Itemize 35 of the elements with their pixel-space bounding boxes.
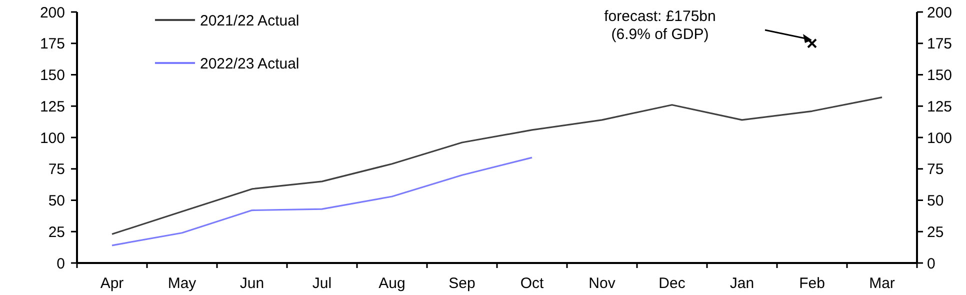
- y-tick-label: 175: [40, 36, 65, 53]
- y-tick-label: 200: [40, 4, 65, 22]
- y-tick-label: 150: [40, 67, 65, 84]
- annotation: forecast: £175bn (6.9% of GDP): [604, 8, 716, 43]
- line-series: [111, 96, 883, 235]
- legend-label: 2021/22 Actual: [200, 12, 300, 30]
- x-tick-label: Aug: [378, 275, 406, 292]
- y-tick-label: 25: [48, 224, 65, 241]
- x-tick-label: Mar: [869, 275, 895, 292]
- y-tick-label: 100: [40, 130, 65, 147]
- x-tick-label: Feb: [799, 275, 825, 292]
- y2-tick-label: 150: [927, 67, 952, 84]
- x-tick-label: Dec: [658, 275, 686, 292]
- x-tick-label: Sep: [448, 275, 476, 292]
- x-tick-label: Jul: [312, 275, 332, 292]
- y2-tick-label: 200: [927, 4, 952, 22]
- y-tick-label: 50: [48, 192, 65, 210]
- y2-tick-label: 0: [927, 255, 936, 272]
- y-tick-label: 125: [40, 98, 65, 116]
- y2-tick-label: 75: [927, 161, 944, 178]
- x-tick-label: Jun: [240, 275, 264, 292]
- x-tick-label: May: [168, 275, 197, 292]
- y2-tick-label: 25: [927, 224, 944, 241]
- y-tick-label: 75: [48, 161, 65, 178]
- y2-tick-label: 50: [927, 192, 944, 210]
- y2-tick-label: 175: [927, 36, 952, 53]
- legend-label: 2022/23 Actual: [200, 55, 300, 72]
- y2-tick-label: 100: [927, 130, 952, 147]
- line-series: [111, 156, 533, 246]
- x-tick-label: Oct: [520, 275, 544, 292]
- y-tick-label: 0: [56, 255, 65, 272]
- x-tick-label: Apr: [100, 275, 124, 292]
- x-tick-label: Nov: [588, 275, 616, 292]
- x-tick-label: Jan: [730, 275, 754, 292]
- y2-tick-label: 125: [927, 98, 952, 116]
